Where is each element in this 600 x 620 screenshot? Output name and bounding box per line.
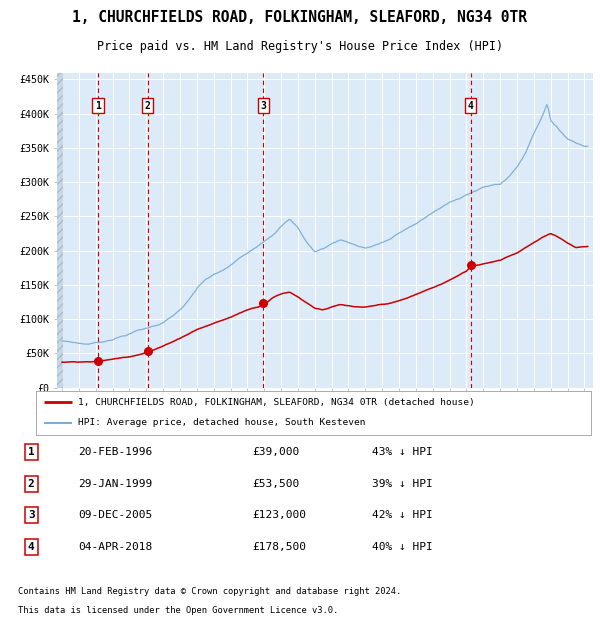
Text: 1, CHURCHFIELDS ROAD, FOLKINGHAM, SLEAFORD, NG34 0TR: 1, CHURCHFIELDS ROAD, FOLKINGHAM, SLEAFO… [73,10,527,25]
Text: 3: 3 [260,100,266,110]
Text: £123,000: £123,000 [252,510,306,520]
Text: Contains HM Land Registry data © Crown copyright and database right 2024.: Contains HM Land Registry data © Crown c… [18,587,401,596]
Text: 4: 4 [28,542,35,552]
Text: HPI: Average price, detached house, South Kesteven: HPI: Average price, detached house, Sout… [77,418,365,427]
Text: 29-JAN-1999: 29-JAN-1999 [78,479,152,489]
Text: 04-APR-2018: 04-APR-2018 [78,542,152,552]
Text: 39% ↓ HPI: 39% ↓ HPI [372,479,433,489]
Text: 1: 1 [28,447,35,457]
Text: 42% ↓ HPI: 42% ↓ HPI [372,510,433,520]
Text: £53,500: £53,500 [252,479,299,489]
Text: 40% ↓ HPI: 40% ↓ HPI [372,542,433,552]
Text: Price paid vs. HM Land Registry's House Price Index (HPI): Price paid vs. HM Land Registry's House … [97,40,503,53]
Text: 43% ↓ HPI: 43% ↓ HPI [372,447,433,457]
Text: 1: 1 [95,100,101,110]
Text: £178,500: £178,500 [252,542,306,552]
Text: 3: 3 [28,510,35,520]
Text: 2: 2 [145,100,151,110]
Text: 2: 2 [28,479,35,489]
Bar [57,73,64,388]
Text: 1, CHURCHFIELDS ROAD, FOLKINGHAM, SLEAFORD, NG34 0TR (detached house): 1, CHURCHFIELDS ROAD, FOLKINGHAM, SLEAFO… [77,398,475,407]
Text: £39,000: £39,000 [252,447,299,457]
Text: 4: 4 [468,100,473,110]
Text: 20-FEB-1996: 20-FEB-1996 [78,447,152,457]
Text: This data is licensed under the Open Government Licence v3.0.: This data is licensed under the Open Gov… [18,606,338,615]
Text: 09-DEC-2005: 09-DEC-2005 [78,510,152,520]
